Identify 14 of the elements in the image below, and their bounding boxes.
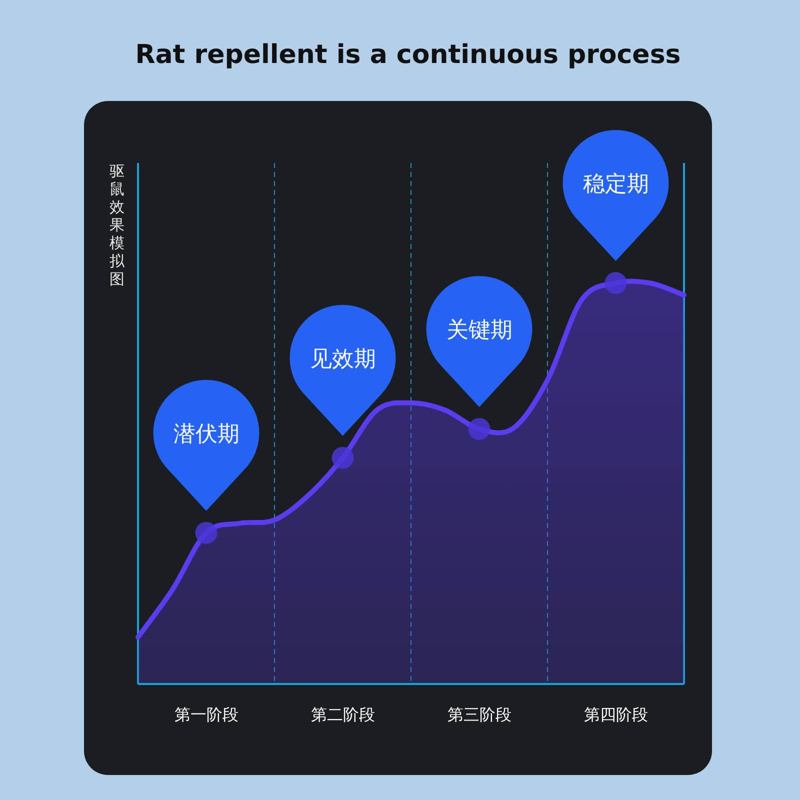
annotation: 潜伏期 <box>173 422 240 447</box>
x-tick-label: 第二阶段 <box>310 705 375 724</box>
point <box>332 446 354 469</box>
point <box>468 418 490 440</box>
annotation: 见效期 <box>310 346 376 372</box>
annotation: 关键期 <box>446 318 512 343</box>
x-tick-label: 第一阶段 <box>174 705 238 724</box>
x-tick-label: 第三阶段 <box>447 705 512 724</box>
text: 稳定期 <box>582 172 649 197</box>
chart-title: Rat repellent is a continuous process <box>135 40 681 70</box>
y-axis-title: 驱鼠效果模拟图 <box>110 162 126 288</box>
point <box>195 522 218 544</box>
point <box>604 272 627 294</box>
x-tick-label: 第四阶段 <box>584 705 648 724</box>
